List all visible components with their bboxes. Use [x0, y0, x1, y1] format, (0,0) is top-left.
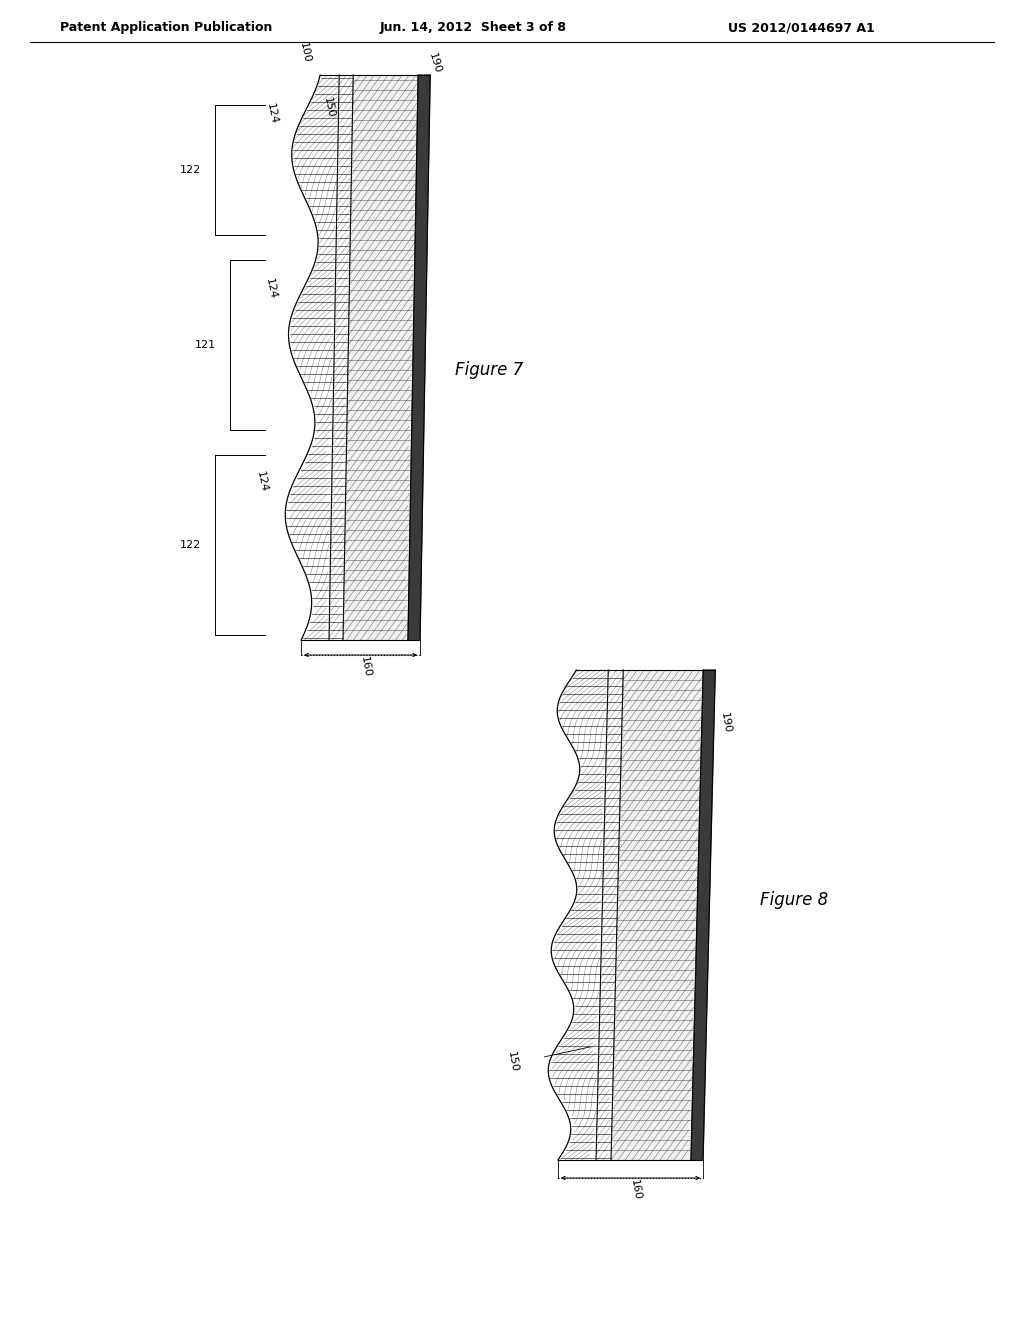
Text: Patent Application Publication: Patent Application Publication: [60, 21, 272, 34]
Text: 122: 122: [180, 540, 202, 550]
Text: Figure 7: Figure 7: [455, 360, 523, 379]
Text: 150: 150: [506, 1051, 519, 1073]
Polygon shape: [596, 671, 624, 1160]
Text: 124: 124: [265, 103, 279, 125]
Text: 122: 122: [180, 165, 202, 176]
Polygon shape: [611, 671, 703, 1160]
Text: 124: 124: [264, 277, 279, 301]
Text: 124: 124: [255, 470, 268, 492]
Polygon shape: [548, 671, 608, 1160]
Text: 121: 121: [195, 341, 216, 350]
Polygon shape: [343, 75, 418, 640]
Text: 150: 150: [323, 96, 336, 119]
Text: 160: 160: [358, 656, 373, 678]
Text: US 2012/0144697 A1: US 2012/0144697 A1: [728, 21, 874, 34]
Polygon shape: [408, 75, 430, 640]
Polygon shape: [691, 671, 715, 1160]
Text: 190: 190: [427, 51, 443, 74]
Polygon shape: [286, 75, 339, 640]
Polygon shape: [329, 75, 353, 640]
Text: Figure 8: Figure 8: [760, 891, 828, 909]
Text: 100: 100: [298, 42, 312, 65]
Text: 190: 190: [719, 711, 732, 734]
Text: 160: 160: [629, 1179, 642, 1201]
Text: Jun. 14, 2012  Sheet 3 of 8: Jun. 14, 2012 Sheet 3 of 8: [380, 21, 567, 34]
